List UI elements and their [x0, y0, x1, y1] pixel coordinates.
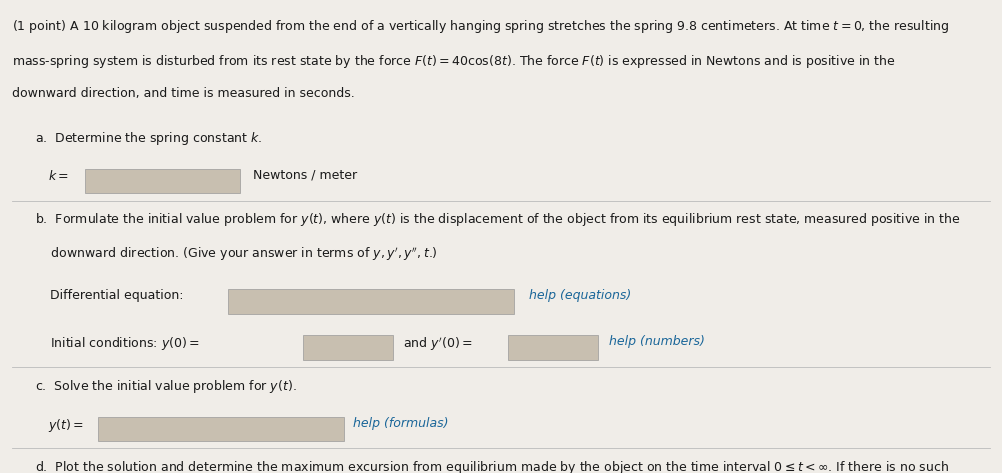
Text: d.  Plot the solution and determine the maximum excursion from equilibrium made : d. Plot the solution and determine the m…: [35, 459, 949, 473]
FancyBboxPatch shape: [228, 289, 514, 314]
Text: help (formulas): help (formulas): [353, 417, 448, 429]
Text: Initial conditions: $y(0) =$: Initial conditions: $y(0) =$: [50, 335, 200, 352]
Text: b.  Formulate the initial value problem for $y(t)$, where $y(t)$ is the displace: b. Formulate the initial value problem f…: [35, 211, 961, 228]
Text: Differential equation:: Differential equation:: [50, 289, 183, 302]
Text: downward direction. (Give your answer in terms of $y, y', y'', t$.): downward direction. (Give your answer in…: [35, 246, 438, 263]
Text: and $y'(0) =$: and $y'(0) =$: [403, 335, 472, 353]
Text: Newtons / meter: Newtons / meter: [253, 169, 357, 182]
Text: $y(t) =$: $y(t) =$: [48, 417, 84, 434]
Text: c.  Solve the initial value problem for $y(t)$.: c. Solve the initial value problem for $…: [35, 378, 297, 395]
Text: help (equations): help (equations): [529, 289, 631, 302]
FancyBboxPatch shape: [85, 169, 240, 193]
Text: downward direction, and time is measured in seconds.: downward direction, and time is measured…: [12, 87, 355, 100]
FancyBboxPatch shape: [98, 417, 344, 441]
Text: (1 point) A 10 kilogram object suspended from the end of a vertically hanging sp: (1 point) A 10 kilogram object suspended…: [12, 18, 949, 35]
Text: help (numbers): help (numbers): [609, 335, 705, 348]
Text: mass-spring system is disturbed from its rest state by the force $F(t) = 40\cos(: mass-spring system is disturbed from its…: [12, 53, 896, 70]
Text: a.  Determine the spring constant $k$.: a. Determine the spring constant $k$.: [35, 130, 263, 147]
FancyBboxPatch shape: [303, 335, 393, 360]
Text: $k =$: $k =$: [48, 169, 69, 183]
FancyBboxPatch shape: [508, 335, 598, 360]
